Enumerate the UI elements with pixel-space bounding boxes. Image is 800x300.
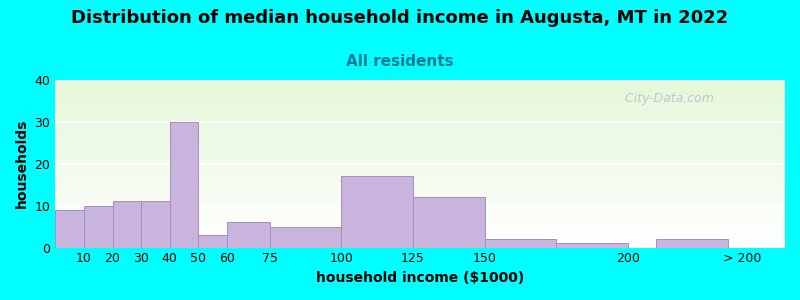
Bar <box>556 243 628 247</box>
Bar <box>342 176 413 247</box>
Y-axis label: households: households <box>15 119 29 208</box>
Bar <box>227 222 270 248</box>
Bar <box>270 226 342 248</box>
Bar <box>485 239 556 248</box>
Bar <box>141 202 170 248</box>
Bar <box>113 202 141 248</box>
Bar <box>413 197 485 248</box>
Bar <box>656 239 728 248</box>
Text: All residents: All residents <box>346 54 454 69</box>
X-axis label: household income ($1000): household income ($1000) <box>316 271 524 285</box>
Bar <box>170 122 198 248</box>
Bar <box>55 210 84 248</box>
Text: Distribution of median household income in Augusta, MT in 2022: Distribution of median household income … <box>71 9 729 27</box>
Bar <box>198 235 227 247</box>
Text: City-Data.com: City-Data.com <box>617 92 714 105</box>
Bar <box>84 206 113 247</box>
